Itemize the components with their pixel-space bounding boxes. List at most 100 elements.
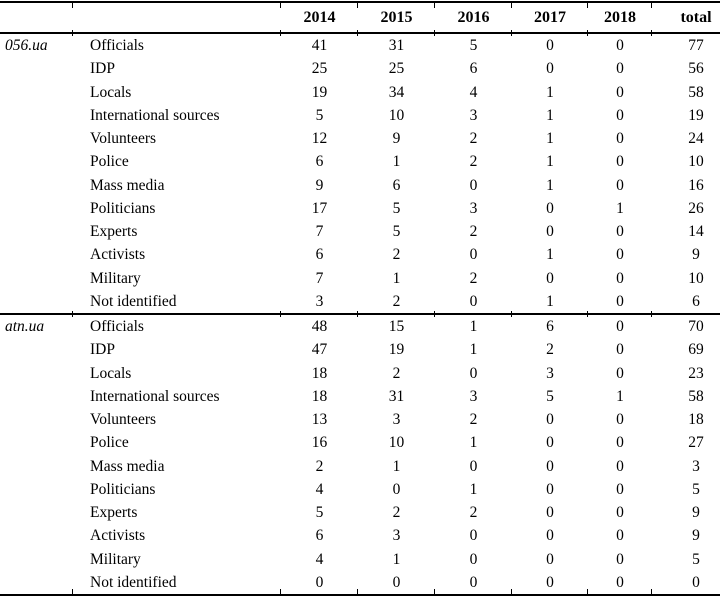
value-2015: 2 (392, 292, 401, 310)
value-2017: 1 (546, 292, 554, 310)
value-2018: 0 (616, 364, 624, 382)
value-2015: 0 (392, 480, 401, 498)
value-total: 9 (692, 504, 700, 521)
value-2018: 0 (616, 37, 624, 54)
source-label (0, 267, 73, 290)
table-row: Volunteers 12 9 2 1 0 24 (0, 127, 720, 150)
value-total: 23 (688, 364, 704, 382)
value-2015: 1 (392, 269, 401, 287)
source-label (0, 104, 73, 127)
table-header-rule (0, 32, 720, 34)
value-2016: 0 (469, 364, 478, 382)
value-2014: 3 (315, 292, 324, 310)
value-2017: 0 (546, 457, 554, 475)
category-label: IDP (90, 60, 115, 78)
category-label: Not identified (90, 292, 177, 310)
value-2018: 0 (616, 527, 624, 545)
value-total: 58 (688, 387, 704, 405)
value-total: 18 (688, 411, 704, 428)
value-2018: 0 (616, 504, 624, 521)
value-2015: 2 (392, 364, 401, 382)
value-2017: 0 (546, 269, 554, 287)
value-total: 27 (688, 434, 704, 452)
value-2014: 25 (311, 60, 328, 78)
category-label: Politicians (90, 480, 156, 498)
category-label: Mass media (90, 176, 165, 194)
table-top-rule (0, 1, 720, 3)
value-2017: 0 (546, 199, 554, 217)
value-2016: 2 (469, 269, 478, 287)
source-label (0, 478, 73, 501)
source-label (0, 220, 73, 243)
value-2017: 6 (546, 318, 554, 335)
value-2014: 4 (315, 550, 324, 568)
column-header-2016: 2016 (457, 9, 490, 26)
value-2016: 0 (469, 246, 478, 264)
value-2016: 1 (469, 480, 478, 498)
value-2014: 12 (311, 130, 328, 147)
value-2015: 3 (392, 527, 401, 545)
value-2017: 0 (546, 411, 554, 428)
header-spacer-source (0, 3, 73, 32)
value-2015: 31 (388, 37, 405, 54)
value-2016: 5 (469, 37, 478, 54)
value-2017: 0 (546, 504, 554, 521)
value-2018: 1 (616, 387, 624, 405)
source-label: 056.ua (5, 37, 48, 54)
table-row: Experts 5 2 2 0 0 9 (0, 501, 720, 524)
value-2015: 9 (392, 130, 401, 147)
value-2016: 1 (469, 318, 478, 335)
table-row: Military 4 1 0 0 0 5 (0, 548, 720, 571)
value-2018: 0 (616, 223, 624, 240)
value-2018: 0 (616, 83, 624, 101)
table-group-divider-rule (0, 313, 720, 315)
value-2018: 0 (616, 153, 624, 171)
value-2015: 6 (392, 176, 401, 194)
value-2018: 0 (616, 106, 624, 124)
value-2015: 0 (392, 573, 401, 591)
category-label: Locals (90, 364, 132, 382)
value-2014: 6 (315, 153, 324, 171)
source-label (0, 548, 73, 571)
value-2018: 0 (616, 434, 624, 452)
value-2017: 0 (546, 223, 554, 240)
value-2018: 1 (616, 199, 624, 217)
value-2014: 5 (315, 504, 324, 521)
category-label: Officials (90, 37, 144, 54)
source-label (0, 174, 73, 197)
category-label: Police (90, 153, 129, 171)
value-2014: 13 (311, 411, 328, 428)
source-label (0, 501, 73, 524)
value-2014: 48 (311, 318, 328, 335)
category-label: Activists (90, 527, 146, 545)
value-2017: 3 (546, 364, 554, 382)
value-2014: 6 (315, 246, 324, 264)
value-2014: 0 (315, 573, 324, 591)
value-2016: 0 (469, 573, 478, 591)
value-2016: 0 (469, 527, 478, 545)
category-label: Locals (90, 83, 132, 101)
value-2017: 1 (546, 176, 554, 194)
value-2016: 2 (469, 223, 478, 240)
value-2016: 6 (469, 60, 478, 78)
table-row: Locals 18 2 0 3 0 23 (0, 362, 720, 385)
value-2014: 19 (311, 83, 328, 101)
value-2018: 0 (616, 411, 624, 428)
category-label: Activists (90, 246, 146, 264)
category-label: Military (90, 550, 141, 568)
value-total: 6 (692, 292, 700, 310)
value-2014: 5 (315, 106, 324, 124)
source-label (0, 290, 73, 313)
value-2015: 2 (392, 504, 401, 521)
value-total: 5 (692, 480, 700, 498)
table-header-row: 2014 2015 2016 2017 2018 total (0, 3, 720, 32)
value-2015: 25 (388, 60, 405, 78)
column-header-2015: 2015 (380, 9, 413, 26)
value-2016: 3 (469, 106, 478, 124)
table-row: Not identified 0 0 0 0 0 0 (0, 571, 720, 594)
value-2018: 0 (616, 573, 624, 591)
value-2018: 0 (616, 318, 624, 335)
value-2015: 5 (392, 199, 401, 217)
value-total: 69 (688, 341, 704, 359)
